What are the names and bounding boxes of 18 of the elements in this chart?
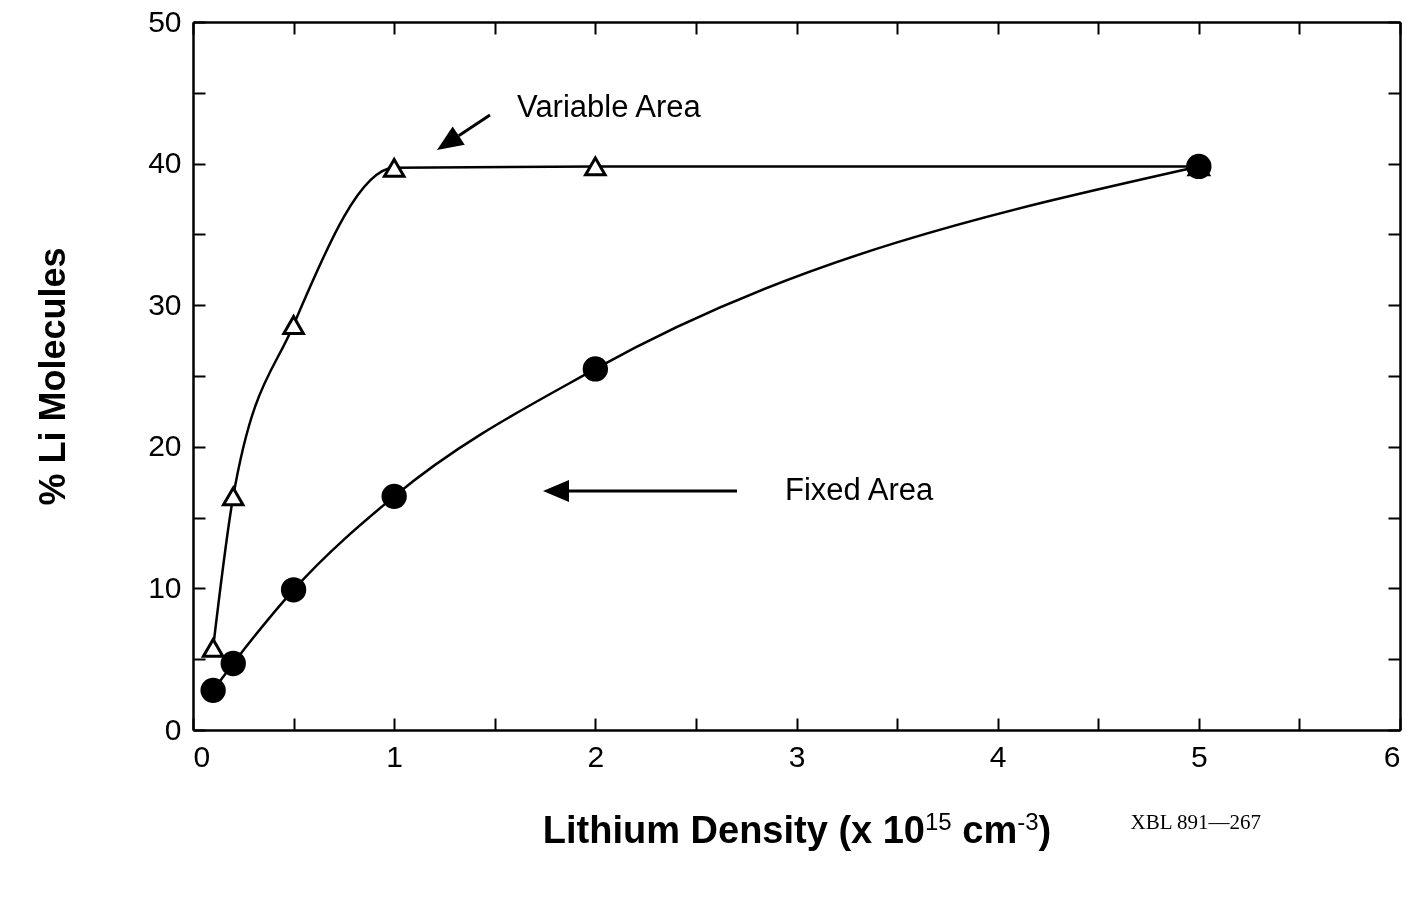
x-tick-label: 4 <box>989 739 1007 773</box>
x-tick-label: 5 <box>1190 739 1208 773</box>
y-tick-label: 0 <box>164 712 182 746</box>
x-tick-label: 2 <box>587 739 605 773</box>
annotation: Fixed Area <box>785 472 934 507</box>
text: XBL 891—267 <box>1130 810 1261 834</box>
x-tick-label: 6 <box>1383 739 1401 773</box>
x-axis-title: Lithium Density (x 10$^{15}$ cm$^{-3}$) <box>542 807 1052 851</box>
y-tick-label: 50 <box>148 4 182 38</box>
x-tick-label: 0 <box>193 739 211 773</box>
y-tick-label: 10 <box>148 570 182 604</box>
y-tick-label: 30 <box>148 287 182 321</box>
x-tick-label: 3 <box>788 739 806 773</box>
y-tick-label: 20 <box>148 429 182 463</box>
annotation: Variable Area <box>517 89 702 124</box>
y-tick-label: 40 <box>148 146 182 180</box>
x-tick-label: 1 <box>386 739 404 773</box>
y-axis-title: % Li Molecules <box>32 247 74 506</box>
